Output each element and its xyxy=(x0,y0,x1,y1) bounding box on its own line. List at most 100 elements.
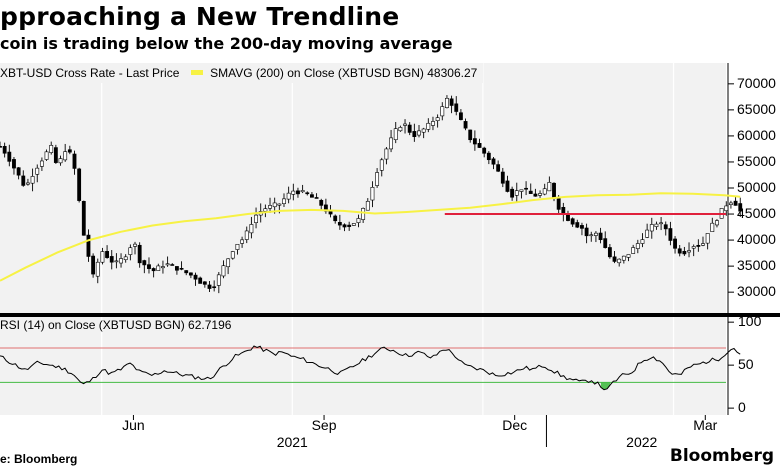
price-tick-label: 40000 xyxy=(737,231,776,248)
candle-body xyxy=(496,164,501,172)
candle-body xyxy=(426,122,431,130)
candle-body xyxy=(0,146,2,148)
candle-body xyxy=(645,229,650,238)
x-month-label: Mar xyxy=(693,417,718,433)
price-tick-label: 30000 xyxy=(737,283,776,300)
candle-body xyxy=(663,224,668,230)
candle-body xyxy=(342,224,347,228)
candle-body xyxy=(514,190,519,196)
candle-body xyxy=(612,256,617,262)
candle-body xyxy=(114,260,119,263)
candle-body xyxy=(333,215,338,222)
candle-body xyxy=(533,193,538,197)
candle-body xyxy=(542,188,547,195)
candle-body xyxy=(393,128,398,140)
candle-body xyxy=(486,152,491,161)
candle-body xyxy=(552,182,556,199)
candle-body xyxy=(207,284,212,289)
candle-body xyxy=(556,196,561,210)
price-tick-label: 35000 xyxy=(737,257,776,274)
candle-body xyxy=(635,243,640,249)
x-month-label: Jun xyxy=(122,417,145,433)
candle-body xyxy=(170,264,175,266)
candle-body xyxy=(161,266,165,269)
candle-body xyxy=(584,227,589,237)
x-month-label: Dec xyxy=(502,417,528,433)
candle-body xyxy=(337,222,342,226)
candle-body xyxy=(109,256,114,263)
candle-body xyxy=(472,138,477,145)
candle-body xyxy=(505,180,510,192)
candle-body xyxy=(626,254,631,258)
price-panel-background xyxy=(0,63,726,313)
candle-body xyxy=(184,270,189,274)
candle-body xyxy=(95,261,100,277)
candle-body xyxy=(454,103,459,112)
candle-body xyxy=(128,247,133,255)
candle-body xyxy=(593,232,598,236)
candle-body xyxy=(589,234,594,237)
candle-body xyxy=(729,202,733,205)
candle-body xyxy=(659,222,664,225)
price-tick-label: 55000 xyxy=(737,152,776,169)
rsi-tick-label: 50 xyxy=(738,356,754,373)
candle-body xyxy=(654,223,659,227)
candle-body xyxy=(547,182,552,192)
x-month-label: Sep xyxy=(311,417,337,433)
candle-body xyxy=(733,200,738,206)
candle-body xyxy=(640,239,645,244)
candle-body xyxy=(151,268,156,272)
candle-body xyxy=(26,182,30,185)
candle-body xyxy=(361,208,366,220)
rsi-legend: RSI (14) on Close (XBTUSD BGN) 62.7196 xyxy=(0,318,231,332)
candle-body xyxy=(296,190,300,195)
rsi-line xyxy=(0,345,741,391)
candle-body xyxy=(710,222,715,232)
candle-body xyxy=(696,244,701,247)
candle-body xyxy=(705,233,710,244)
candle-body xyxy=(575,222,580,228)
candle-body xyxy=(310,194,314,198)
panel-separator xyxy=(0,313,780,317)
candle-body xyxy=(119,258,123,264)
candle-body xyxy=(156,265,161,271)
candle-body xyxy=(249,224,254,234)
candle-body xyxy=(379,159,384,171)
candle-body xyxy=(389,137,393,150)
candle-body xyxy=(263,208,268,212)
candle-body xyxy=(538,193,542,196)
candle-body xyxy=(58,158,63,164)
candle-body xyxy=(570,218,575,225)
source-note: e: Bloomberg xyxy=(0,452,78,466)
candle-body xyxy=(16,167,21,176)
chart-title: pproaching a New Trendline xyxy=(0,2,400,31)
x-year-label: 2022 xyxy=(626,434,658,450)
candle-body xyxy=(272,202,277,208)
candle-body xyxy=(649,224,654,232)
candle-body xyxy=(519,189,524,192)
candle-body xyxy=(528,190,533,194)
candle-body xyxy=(607,247,612,258)
candle-body xyxy=(188,272,193,276)
candle-body xyxy=(738,203,743,212)
candle-body xyxy=(617,258,622,264)
candle-body xyxy=(468,129,473,141)
candle-body xyxy=(72,153,77,169)
price-legend-label: XBT-USD Cross Rate - Last Price xyxy=(0,66,180,80)
candle-body xyxy=(198,277,203,284)
candle-body xyxy=(277,203,282,206)
price-tick-label: 45000 xyxy=(737,205,776,222)
candle-body xyxy=(668,228,673,241)
candle-body xyxy=(282,198,286,205)
x-year-label: 2021 xyxy=(276,434,308,450)
candle-body xyxy=(687,250,691,253)
candle-body xyxy=(133,243,137,247)
candle-body xyxy=(403,123,407,126)
candle-body xyxy=(603,238,608,248)
candle-body xyxy=(677,248,682,254)
candle-body xyxy=(384,148,389,160)
candle-body xyxy=(165,263,170,266)
candle-body xyxy=(445,97,449,109)
sma-200-line xyxy=(0,192,741,282)
